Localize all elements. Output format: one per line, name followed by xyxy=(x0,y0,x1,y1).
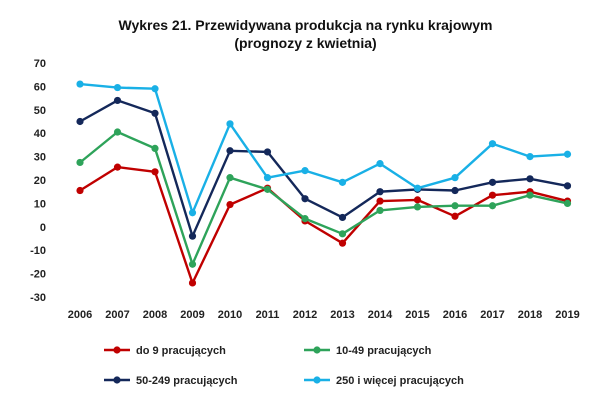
y-tick-label: 0 xyxy=(40,222,46,234)
data-point xyxy=(376,188,384,196)
data-point xyxy=(563,182,572,190)
legend-label: 250 i więcej pracujących xyxy=(336,375,464,387)
series-line xyxy=(79,130,568,266)
legend-label: do 9 pracujących xyxy=(136,345,226,357)
legend-label: 50-249 pracujących xyxy=(136,375,238,387)
data-point xyxy=(563,199,572,207)
data-point xyxy=(301,167,309,175)
data-point xyxy=(151,168,159,176)
data-point xyxy=(113,83,122,92)
series-line xyxy=(79,165,568,285)
data-point xyxy=(451,202,459,210)
data-point xyxy=(151,144,159,153)
data-point xyxy=(338,239,347,247)
data-point xyxy=(188,209,197,217)
data-point xyxy=(526,191,534,199)
x-tick-label: 2015 xyxy=(405,309,429,321)
data-point xyxy=(263,185,272,193)
y-tick-label: 60 xyxy=(34,81,46,93)
data-point xyxy=(76,117,84,126)
data-point xyxy=(113,96,122,105)
y-tick-label: -10 xyxy=(30,245,46,257)
data-point xyxy=(76,158,84,167)
x-tick-label: 2010 xyxy=(218,309,242,321)
x-tick-label: 2008 xyxy=(143,309,167,321)
data-point xyxy=(76,80,84,88)
data-point xyxy=(113,163,122,171)
data-point xyxy=(226,120,234,128)
data-point xyxy=(376,197,384,205)
y-tick-label: -20 xyxy=(30,269,46,281)
y-tick-label: 30 xyxy=(34,152,46,164)
x-tick-label: 2007 xyxy=(105,309,129,321)
data-point xyxy=(226,174,234,182)
chart-title: Wykres 21. Przewidywana produkcja na ryn… xyxy=(118,17,493,33)
data-point xyxy=(338,178,347,186)
y-tick-label: -30 xyxy=(30,292,46,304)
y-tick-label: 40 xyxy=(34,128,46,140)
y-tick-label: 50 xyxy=(34,105,46,117)
x-tick-label: 2006 xyxy=(68,309,92,321)
y-tick-label: 20 xyxy=(34,175,46,187)
x-tick-label: 2014 xyxy=(368,309,393,321)
data-point xyxy=(451,174,459,182)
data-point xyxy=(413,184,422,192)
data-point xyxy=(376,206,384,215)
data-point xyxy=(301,215,309,223)
data-point xyxy=(488,191,497,199)
y-tick-label: 70 xyxy=(34,58,46,70)
data-point xyxy=(413,196,422,204)
data-point xyxy=(113,128,122,136)
series-line xyxy=(79,82,568,215)
data-point xyxy=(376,160,384,168)
data-point xyxy=(76,186,84,195)
data-point xyxy=(263,174,272,182)
legend-marker xyxy=(313,376,321,384)
x-tick-label: 2017 xyxy=(480,309,504,321)
data-point xyxy=(488,140,497,148)
data-point xyxy=(226,200,234,209)
data-point xyxy=(563,150,572,158)
data-point xyxy=(451,186,459,195)
data-point xyxy=(188,279,197,287)
x-tick-label: 2013 xyxy=(330,309,354,321)
data-point xyxy=(488,202,497,210)
legend-marker xyxy=(113,376,121,384)
legend-marker xyxy=(313,346,321,354)
x-tick-label: 2018 xyxy=(518,309,542,321)
data-point xyxy=(526,153,534,161)
data-point xyxy=(263,148,272,156)
data-point xyxy=(151,109,159,117)
data-point xyxy=(338,230,347,238)
data-point xyxy=(526,175,534,183)
data-point xyxy=(151,85,159,93)
series-line xyxy=(79,99,568,238)
x-tick-label: 2009 xyxy=(180,309,204,321)
data-point xyxy=(188,232,197,240)
data-point xyxy=(226,147,234,155)
data-point xyxy=(451,212,459,220)
legend-label: 10-49 pracujących xyxy=(336,345,432,357)
data-point xyxy=(488,178,497,186)
data-point xyxy=(188,260,197,268)
x-tick-label: 2012 xyxy=(293,309,317,321)
legend-marker xyxy=(113,346,121,354)
data-point xyxy=(301,195,309,203)
x-tick-label: 2011 xyxy=(256,309,280,321)
data-point xyxy=(338,213,347,222)
x-tick-label: 2016 xyxy=(443,309,467,321)
y-tick-label: 10 xyxy=(34,198,46,210)
x-tick-label: 2019 xyxy=(555,309,579,321)
chart-subtitle: (prognozy z kwietnia) xyxy=(234,35,377,51)
data-point xyxy=(413,203,422,211)
